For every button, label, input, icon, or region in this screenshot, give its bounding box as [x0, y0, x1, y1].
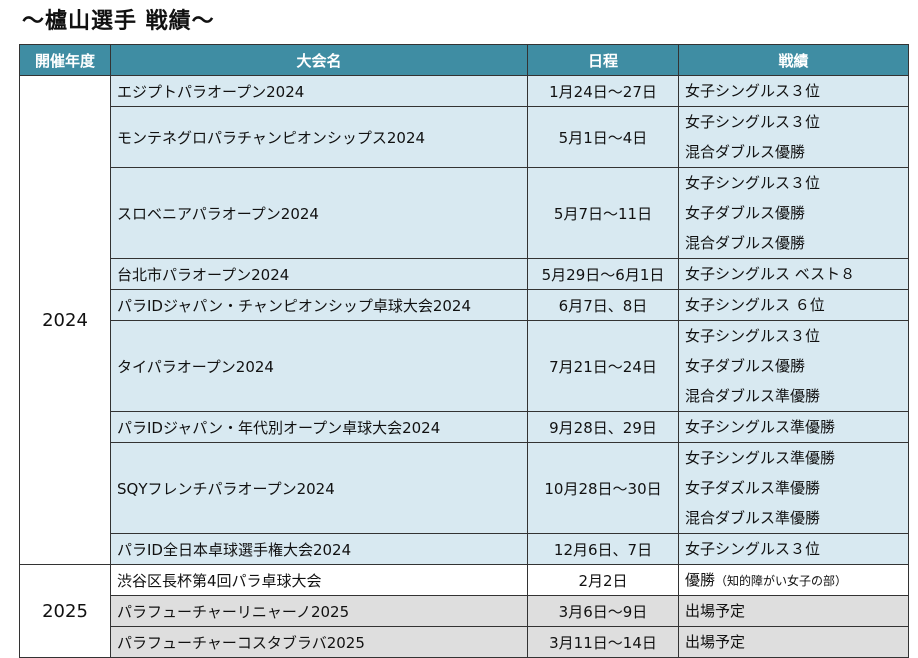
schedule-cell: 5月29日～6月1日	[527, 258, 679, 290]
schedule-cell: 2月2日	[527, 564, 679, 596]
result-line: 女子シングルス ベスト８	[685, 265, 856, 283]
result-line: 女子シングルス３位	[685, 540, 821, 558]
result-line: 女子ダブルス優勝	[685, 357, 806, 375]
table-row: パラフューチャーコスタブラバ2025 3月11日～14日 出場予定	[20, 626, 909, 658]
event-cell: タイパラオープン2024	[110, 320, 528, 412]
event-cell: パラフューチャーリニャーノ2025	[110, 595, 528, 627]
results-cell: 優勝（知的障がい女子の部）	[678, 564, 909, 596]
year-cell: 2025	[19, 564, 111, 658]
results-cell: 女子シングルス３位	[678, 533, 909, 565]
results-table: 開催年度 大会名 日程 戦績 2024 エジプトパラオープン2024 1月24日…	[19, 44, 909, 658]
result-line: 女子ダブルス優勝	[685, 204, 806, 222]
schedule-cell: 9月28日、29日	[527, 411, 679, 443]
table-row: パラフューチャーリニャーノ2025 3月6日～9日 出場予定	[20, 595, 909, 627]
schedule-cell: 12月6日、7日	[527, 533, 679, 565]
result-main: 優勝	[685, 571, 716, 589]
result-line: 女子シングルス ６位	[685, 296, 825, 314]
results-cell: 出場予定	[678, 595, 909, 627]
schedule-cell: 1月24日～27日	[527, 75, 679, 107]
schedule-cell: 10月28日～30日	[527, 442, 679, 534]
event-cell: パラIDジャパン・チャンピオンシップ卓球大会2024	[110, 289, 528, 321]
table-row: 2025 渋谷区長杯第4回パラ卓球大会 2月2日 優勝（知的障がい女子の部）	[19, 564, 909, 658]
table-row: 台北市パラオープン2024 5月29日～6月1日 女子シングルス ベスト８	[20, 258, 909, 290]
table-row: パラIDジャパン・年代別オープン卓球大会2024 9月28日、29日 女子シング…	[20, 411, 909, 443]
results-cell: 女子シングルス ６位	[678, 289, 909, 321]
schedule-cell: 5月7日～11日	[527, 167, 679, 259]
event-cell: パラIDジャパン・年代別オープン卓球大会2024	[110, 411, 528, 443]
table-row: SQYフレンチパラオープン2024 10月28日～30日 女子シングルス準優勝 …	[20, 442, 909, 534]
table-row: パラID全日本卓球選手権大会2024 12月6日、7日 女子シングルス３位	[20, 533, 909, 565]
header-schedule: 日程	[527, 44, 679, 76]
schedule-cell: 3月6日～9日	[527, 595, 679, 627]
result-line: 混合ダブルス優勝	[685, 143, 806, 161]
schedule-cell: 5月1日～4日	[527, 106, 679, 168]
results-cell: 女子シングルス３位 女子ダブルス優勝 混合ダブルス優勝	[678, 167, 909, 259]
event-cell: エジプトパラオープン2024	[110, 75, 528, 107]
result-line: 混合ダブルス優勝	[685, 234, 806, 252]
results-cell: 女子シングルス３位	[678, 75, 909, 107]
table-row: スロベニアパラオープン2024 5月7日～11日 女子シングルス３位 女子ダブル…	[20, 167, 909, 259]
result-line: 混合ダブルス準優勝	[685, 509, 821, 527]
event-cell: 台北市パラオープン2024	[110, 258, 528, 290]
schedule-cell: 6月7日、8日	[527, 289, 679, 321]
result-line: 女子シングルス準優勝	[685, 418, 836, 436]
result-line: 女子シングルス３位	[685, 327, 821, 345]
event-cell: SQYフレンチパラオープン2024	[110, 442, 528, 534]
event-cell: パラフューチャーコスタブラバ2025	[110, 626, 528, 658]
table-row: モンテネグロパラチャンピオンシップス2024 5月1日～4日 女子シングルス３位…	[20, 106, 909, 168]
header-results: 戦績	[678, 44, 909, 76]
result-line: 混合ダブルス準優勝	[685, 387, 821, 405]
table-row: 2024 エジプトパラオープン2024 1月24日～27日 女子シングルス３位	[19, 75, 909, 565]
result-line: 出場予定	[685, 602, 746, 620]
result-note: （知的障がい女子の部）	[715, 574, 848, 588]
page-title: ～櫨山選手 戦績～	[22, 9, 215, 34]
event-cell: スロベニアパラオープン2024	[110, 167, 528, 259]
result-line: 女子ダズルス準優勝	[685, 479, 821, 497]
results-cell: 女子シングルス３位 混合ダブルス優勝	[678, 106, 909, 168]
table-row: パラIDジャパン・チャンピオンシップ卓球大会2024 6月7日、8日 女子シング…	[20, 289, 909, 321]
schedule-cell: 7月21日～24日	[527, 320, 679, 412]
results-cell: 女子シングルス３位 女子ダブルス優勝 混合ダブルス準優勝	[678, 320, 909, 412]
event-cell: 渋谷区長杯第4回パラ卓球大会	[110, 564, 528, 596]
result-line: 女子シングルス３位	[685, 82, 821, 100]
result-line: 女子シングルス３位	[685, 113, 821, 131]
result-line: 女子シングルス３位	[685, 174, 821, 192]
result-line: 優勝（知的障がい女子の部）	[685, 566, 902, 595]
event-cell: モンテネグロパラチャンピオンシップス2024	[110, 106, 528, 168]
schedule-cell: 3月11日～14日	[527, 626, 679, 658]
header-year: 開催年度	[19, 44, 111, 76]
event-cell: パラID全日本卓球選手権大会2024	[110, 533, 528, 565]
year-cell: 2024	[19, 75, 111, 565]
results-cell: 女子シングルス ベスト８	[678, 258, 909, 290]
results-cell: 女子シングルス準優勝 女子ダズルス準優勝 混合ダブルス準優勝	[678, 442, 909, 534]
results-cell: 女子シングルス準優勝	[678, 411, 909, 443]
table-row: タイパラオープン2024 7月21日～24日 女子シングルス３位 女子ダブルス優…	[20, 320, 909, 412]
table-header-row: 開催年度 大会名 日程 戦績	[19, 44, 909, 76]
results-cell: 出場予定	[678, 626, 909, 658]
header-event: 大会名	[110, 44, 528, 76]
result-line: 出場予定	[685, 633, 746, 651]
result-line: 女子シングルス準優勝	[685, 449, 836, 467]
